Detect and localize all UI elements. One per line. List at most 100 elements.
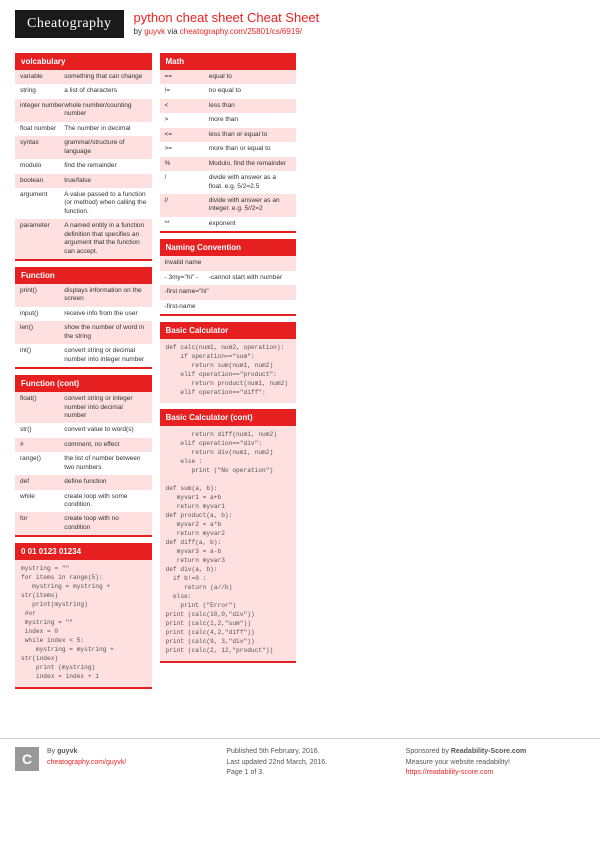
- table-row: >=more than or equal to: [160, 142, 297, 156]
- table-row: -first-name: [160, 300, 297, 316]
- table-row: booleantrue/false: [15, 174, 152, 188]
- code-block: mystring = "" for items in range(5): mys…: [15, 560, 152, 689]
- definition-cell: comment, no effect: [64, 441, 146, 449]
- author-link[interactable]: guyvk: [144, 27, 165, 36]
- avatar: C: [15, 747, 39, 771]
- term-cell: while: [20, 493, 64, 510]
- section-box: Math==equal to!=no equal to<less than>mo…: [160, 53, 297, 233]
- definition-cell: more than: [209, 116, 291, 124]
- code-block: return diff(num1, num2) elif operation==…: [160, 426, 297, 663]
- definition-cell: convert string or decimal number into in…: [64, 347, 146, 364]
- section-box: Basic Calculatordef calc(num1, num2, ope…: [160, 322, 297, 403]
- section-header: Basic Calculator (cont): [160, 409, 297, 426]
- term-cell: <=: [165, 131, 209, 139]
- definition-cell: exponent: [209, 220, 291, 228]
- definition-cell: displays information on the screen: [64, 287, 146, 304]
- footer-author-link[interactable]: cheatography.com/guyvk/: [47, 759, 126, 766]
- table-row: syntaxgrammar/structure of language: [15, 136, 152, 159]
- definition-cell: less than or equal to: [209, 131, 291, 139]
- table-row: len()show the number of word in the stri…: [15, 321, 152, 344]
- table-row: input()receive info from the user: [15, 307, 152, 321]
- table-row: argumentA value passed to a function (or…: [15, 188, 152, 219]
- table-row: - 3my="hi" --cannot start with number: [160, 271, 297, 285]
- sponsor-tagline: Measure your website readability!: [406, 759, 510, 766]
- page-line: Page 1 of 3.: [226, 769, 264, 776]
- table-row: #comment, no effect: [15, 438, 152, 452]
- table-row: Invalid name: [160, 256, 297, 270]
- definition-cell: create loop with some condition.: [64, 493, 146, 510]
- definition-cell: divide with answer as a float. e.g. 5/2=…: [209, 174, 291, 191]
- definition-cell: convert value to word(s): [64, 426, 146, 434]
- term-cell: parameter: [20, 222, 64, 256]
- term-cell: modulo: [20, 162, 64, 170]
- term-cell: input(): [20, 310, 64, 318]
- source-link[interactable]: cheatography.com/25801/cs/6919/: [180, 27, 302, 36]
- definition-cell: more than or equal to: [209, 145, 291, 153]
- table-row: whilecreate loop with some condition.: [15, 490, 152, 513]
- code-block: def calc(num1, num2, operation): if oper…: [160, 339, 297, 403]
- sponsor-prefix: Sponsored by: [406, 748, 451, 755]
- term-cell: range(): [20, 455, 64, 472]
- term-cell: %: [165, 160, 209, 168]
- term-cell: print(): [20, 287, 64, 304]
- footer-author-col: By guyvk cheatography.com/guyvk/: [47, 747, 226, 779]
- term-cell: //: [165, 197, 209, 214]
- section-header: Basic Calculator: [160, 322, 297, 339]
- definition-cell: true/false: [64, 177, 146, 185]
- table-row: %Modulo, find the remainder: [160, 157, 297, 171]
- term-cell: Invalid name: [165, 259, 292, 267]
- table-row: !=no equal to: [160, 84, 297, 98]
- footer-sponsor-col: Sponsored by Readability-Score.com Measu…: [406, 747, 585, 779]
- definition-cell: receive info from the user: [64, 310, 146, 318]
- footer-author: guyvk: [57, 748, 77, 755]
- page-header: Cheatography python cheat sheet Cheat Sh…: [0, 0, 600, 48]
- term-cell: variable: [20, 73, 64, 81]
- term-cell: - 3my="hi" -: [165, 274, 209, 282]
- term-cell: str(): [20, 426, 64, 434]
- table-row: float numberThe number in decimal: [15, 122, 152, 136]
- byline: by guyvk via cheatography.com/25801/cs/6…: [134, 27, 320, 36]
- table-row: int()convert string or decimal number in…: [15, 344, 152, 369]
- table-row: parameterA named entity in a function de…: [15, 219, 152, 261]
- definition-cell: a list of characters: [64, 87, 146, 95]
- sponsor-link[interactable]: https://readability-score.com: [406, 769, 494, 776]
- table-row: -first name="hi": [160, 285, 297, 299]
- table-row: ==equal to: [160, 70, 297, 84]
- term-cell: #: [20, 441, 64, 449]
- definition-cell: define function: [64, 478, 146, 486]
- section-header: Math: [160, 53, 297, 70]
- term-cell: **: [165, 220, 209, 228]
- table-row: <=less than or equal to: [160, 128, 297, 142]
- definition-cell: create loop with no condition: [64, 515, 146, 532]
- logo: Cheatography: [15, 10, 124, 38]
- term-cell: >: [165, 116, 209, 124]
- table-row: <less than: [160, 99, 297, 113]
- table-row: variablesomething that can change: [15, 70, 152, 84]
- title-block: python cheat sheet Cheat Sheet by guyvk …: [134, 10, 320, 36]
- section-box: Functionprint()displays information on t…: [15, 267, 152, 369]
- table-row: float()convert string or integer number …: [15, 392, 152, 423]
- term-cell: argument: [20, 191, 64, 216]
- term-cell: boolean: [20, 177, 64, 185]
- table-row: /divide with answer as a float. e.g. 5/2…: [160, 171, 297, 194]
- published-line: Published 5th February, 2016.: [226, 748, 319, 755]
- section-header: Function (cont): [15, 375, 152, 392]
- definition-cell: grammar/structure of language: [64, 139, 146, 156]
- by-label: By: [47, 748, 57, 755]
- table-row: //divide with answer as an integer. e.g.…: [160, 194, 297, 217]
- term-cell: float number: [20, 125, 64, 133]
- table-row: print()displays information on the scree…: [15, 284, 152, 307]
- term-cell: int(): [20, 347, 64, 364]
- table-row: str()convert value to word(s): [15, 423, 152, 437]
- term-cell: for: [20, 515, 64, 532]
- by-label: by: [134, 27, 145, 36]
- term-cell: /: [165, 174, 209, 191]
- footer-meta-col: Published 5th February, 2016. Last updat…: [226, 747, 405, 779]
- table-row: modulofind the remainder: [15, 159, 152, 173]
- section-header: 0 01 0123 01234: [15, 543, 152, 560]
- term-cell: string: [20, 87, 64, 95]
- section-box: 0 01 0123 01234mystring = "" for items i…: [15, 543, 152, 689]
- section-header: Function: [15, 267, 152, 284]
- definition-cell: the list of number between two numbers: [64, 455, 146, 472]
- updated-line: Last updated 22nd March, 2016.: [226, 759, 327, 766]
